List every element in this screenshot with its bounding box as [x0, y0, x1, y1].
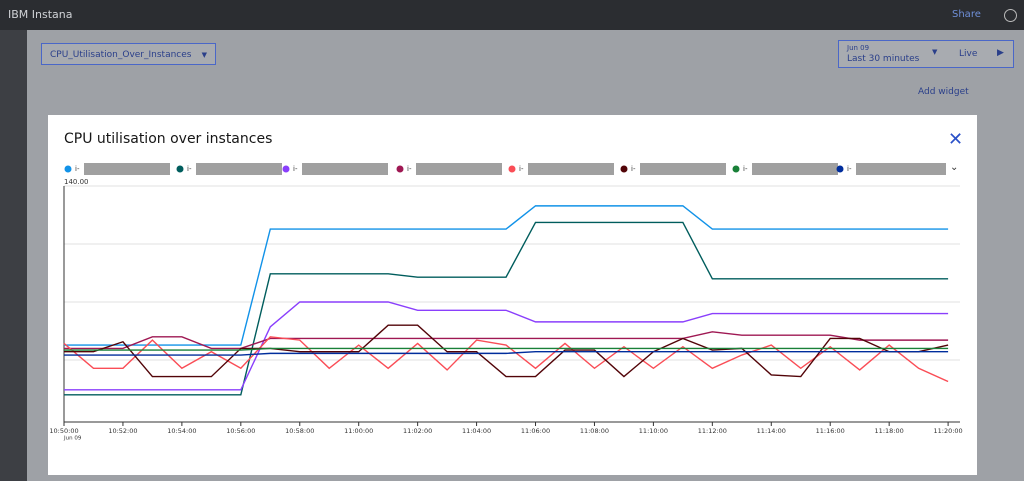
- legend-label: i-: [847, 165, 852, 173]
- modal-title: CPU utilisation over instances: [64, 131, 273, 147]
- share-button[interactable]: Share: [952, 9, 981, 20]
- x-tick-label: 11:14:00: [757, 427, 786, 435]
- legend-label: i-: [75, 165, 80, 173]
- redaction: [196, 163, 282, 175]
- series-line: [64, 205, 949, 346]
- legend-label: i-: [631, 165, 636, 173]
- x-tick-label: 11:08:00: [580, 427, 609, 435]
- series-line: [64, 347, 949, 351]
- legend-label: i-: [293, 165, 298, 173]
- legend-dot: [836, 165, 844, 173]
- add-widget[interactable]: Add widget: [918, 87, 969, 97]
- x-tick-label: 11:10:00: [639, 427, 668, 435]
- series-line: [64, 324, 949, 378]
- x-date-label: Jun 09: [63, 436, 82, 442]
- x-tick-label: 10:56:00: [226, 427, 255, 435]
- redaction: [640, 163, 726, 175]
- legend-dot: [396, 165, 404, 173]
- legend-dot: [282, 165, 290, 173]
- series-line: [64, 221, 949, 396]
- top-bar: IBM Instana Share: [0, 0, 1024, 30]
- x-tick-label: 11:02:00: [403, 427, 432, 435]
- redaction: [752, 163, 838, 175]
- date: Jun 09: [847, 44, 870, 52]
- x-tick-label: 10:50:00: [49, 427, 78, 435]
- redaction: [416, 163, 502, 175]
- series-line: [64, 301, 949, 391]
- legend-label: i-: [407, 165, 412, 173]
- redaction: [856, 163, 946, 175]
- user-icon[interactable]: [1004, 9, 1017, 22]
- legend-label: i-: [187, 165, 192, 173]
- x-tick-label: 11:16:00: [816, 427, 845, 435]
- x-tick-label: 11:00:00: [344, 427, 373, 435]
- redaction: [84, 163, 170, 175]
- legend-dot: [732, 165, 740, 173]
- close-button[interactable]: ✕: [948, 129, 964, 150]
- series-line: [63, 336, 949, 383]
- redaction: [528, 163, 614, 175]
- x-tick-label: 10:58:00: [285, 427, 314, 435]
- x-tick-label: 11:04:00: [462, 427, 491, 435]
- x-tick-label: 11:18:00: [875, 427, 904, 435]
- legend-dot: [508, 165, 516, 173]
- y-tick-label: 140.00: [64, 178, 89, 186]
- series-line: [64, 351, 949, 356]
- legend-dot: [176, 165, 184, 173]
- brand: IBM Instana: [8, 8, 73, 21]
- legend-label: i-: [519, 165, 524, 173]
- x-tick-label: 10:54:00: [167, 427, 196, 435]
- legend-expand[interactable]: ⌄: [950, 162, 959, 173]
- legend-dot: [64, 165, 72, 173]
- time-picker[interactable]: Jun 09 Last 30 minutes ▼ Live ▶: [838, 40, 1014, 68]
- x-tick-label: 10:52:00: [108, 427, 137, 435]
- range: Last 30 minutes: [847, 54, 920, 64]
- x-tick-label: 11:12:00: [698, 427, 727, 435]
- live-button[interactable]: Live: [959, 49, 978, 59]
- x-tick-label: 11:06:00: [521, 427, 550, 435]
- legend-label: i-: [743, 165, 748, 173]
- sidebar: [0, 30, 27, 481]
- dashboard-name: CPU_Utilisation_Over_Instances: [50, 50, 192, 60]
- x-tick-label: 11:20:00: [933, 427, 962, 435]
- legend-dot: [620, 165, 628, 173]
- redaction: [302, 163, 388, 175]
- series-line: [64, 331, 949, 350]
- dashboard-select[interactable]: CPU_Utilisation_Over_Instances ▼: [41, 43, 216, 65]
